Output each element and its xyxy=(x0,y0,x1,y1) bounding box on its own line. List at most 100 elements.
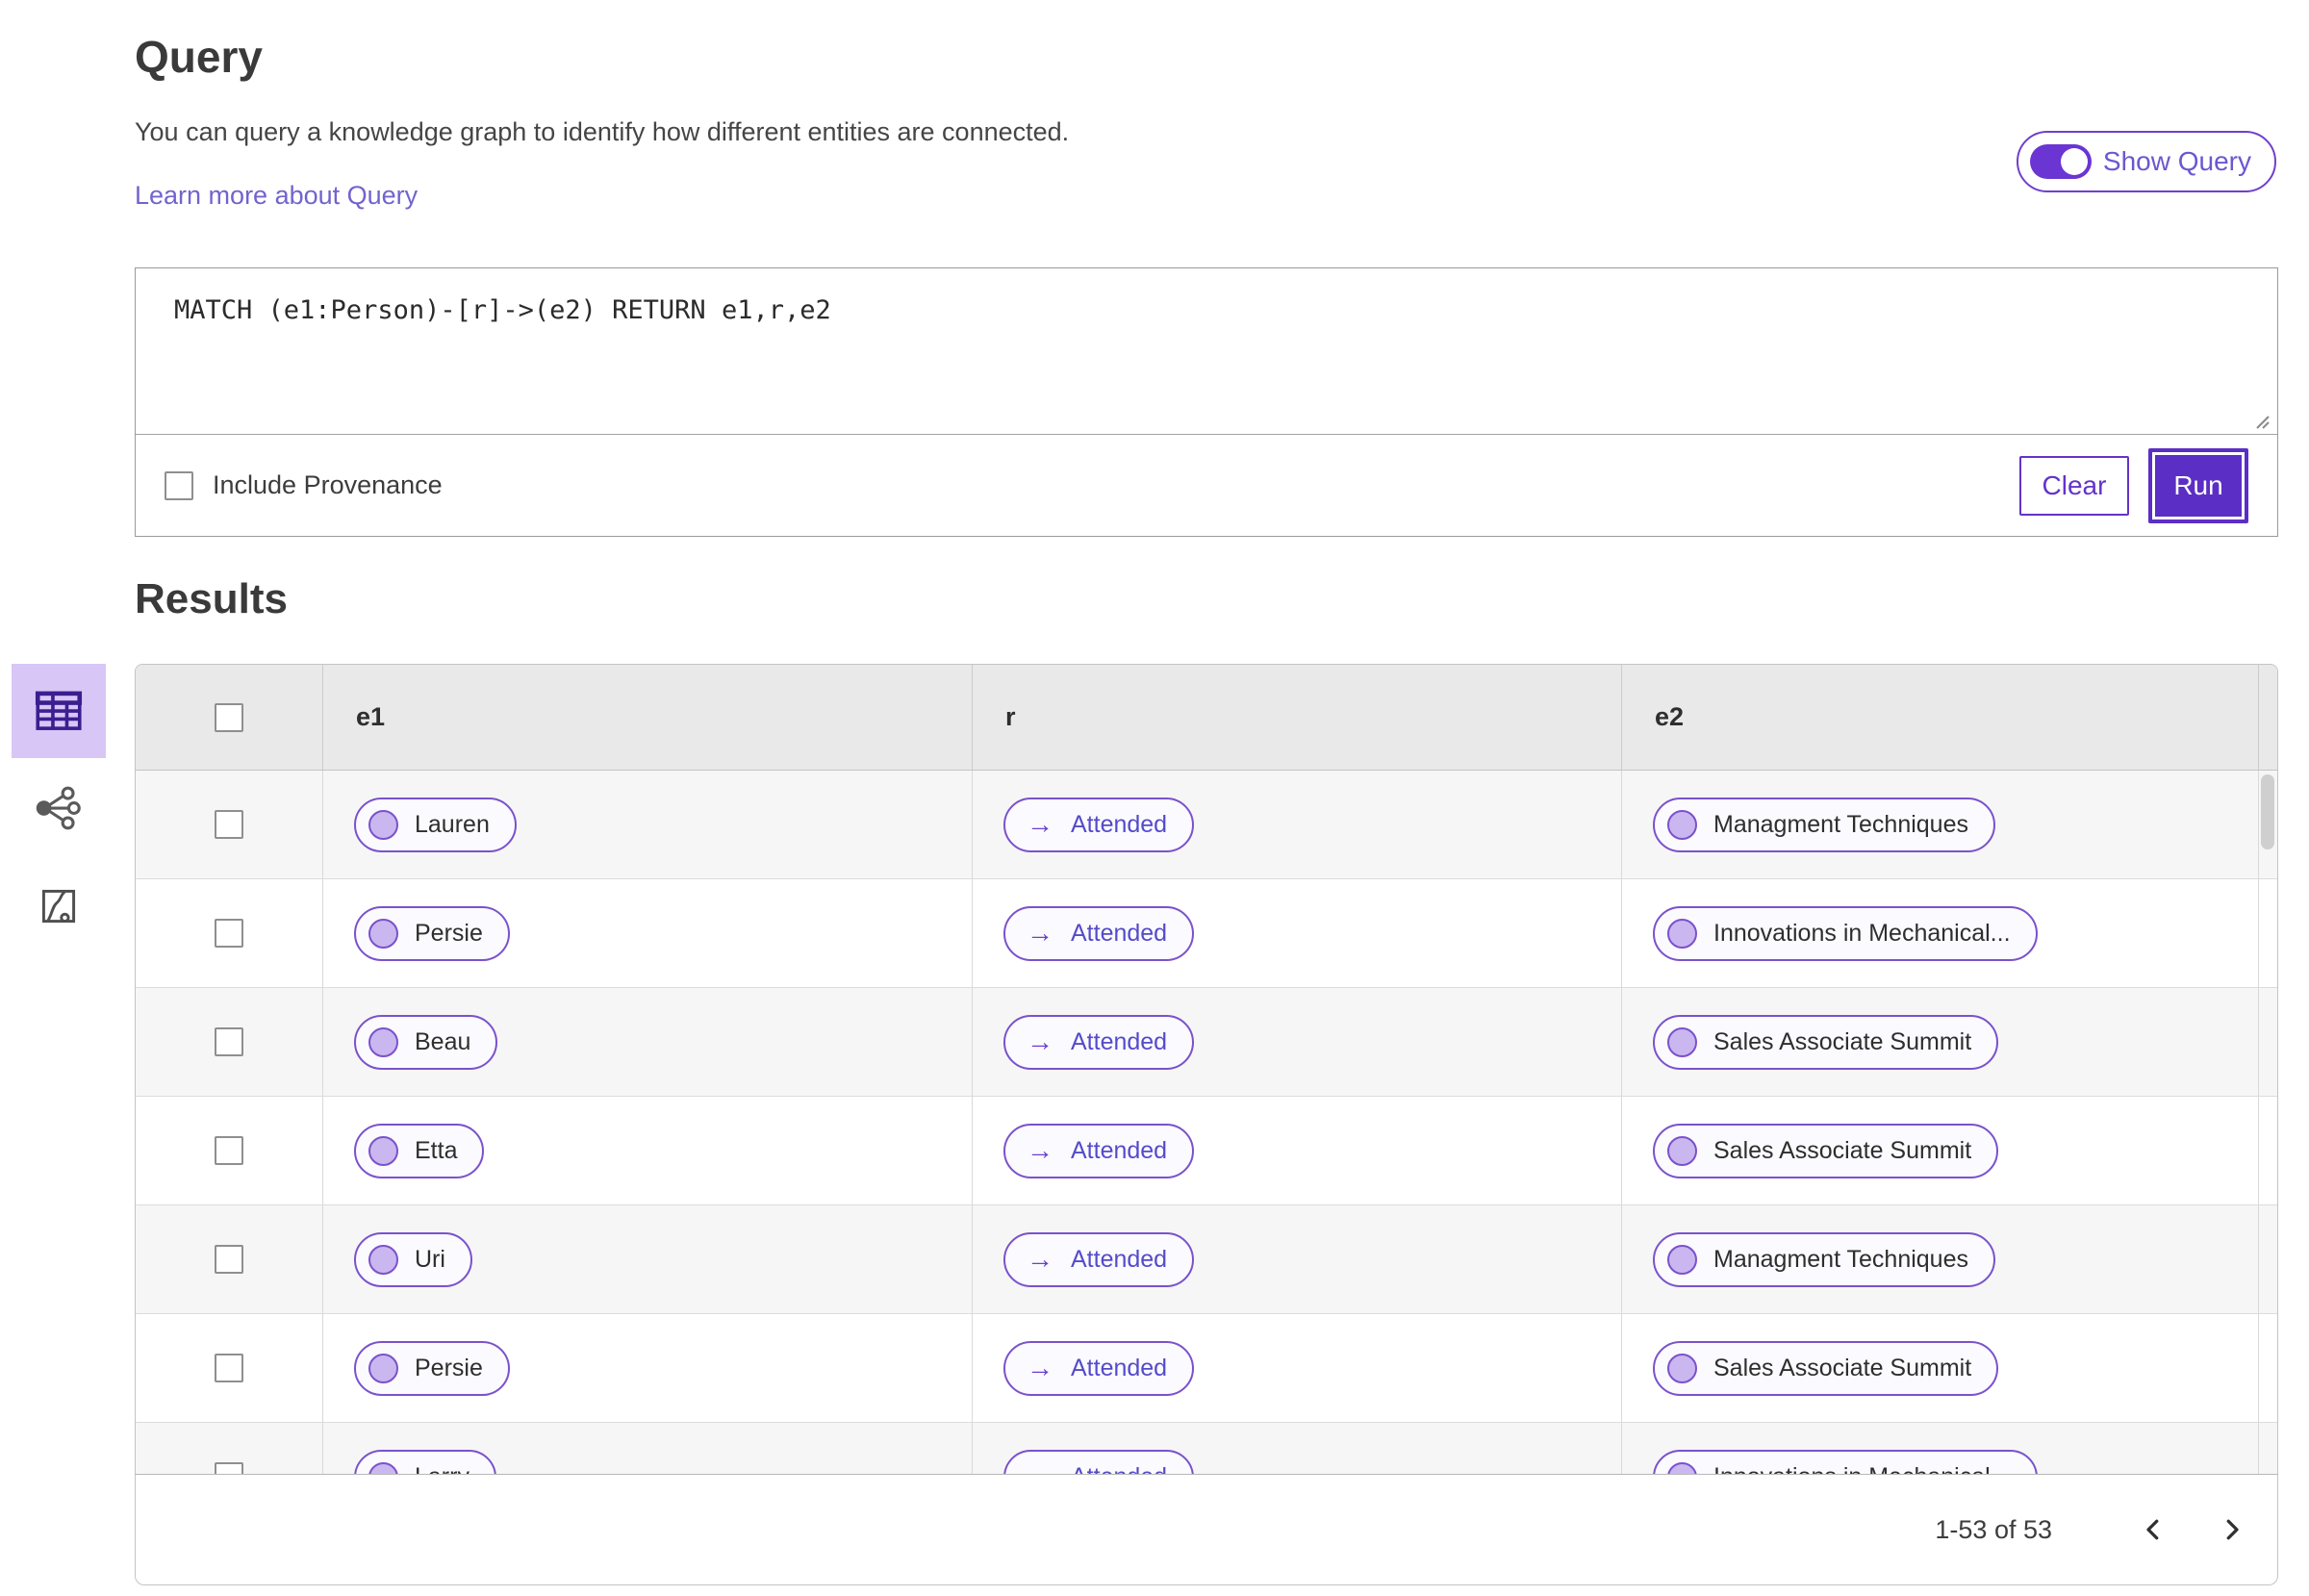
learn-more-link[interactable]: Learn more about Query xyxy=(135,181,419,210)
entity-node-icon xyxy=(1667,1353,1697,1383)
results-view-rail xyxy=(12,664,106,929)
vertical-scrollbar-thumb[interactable] xyxy=(2261,774,2274,849)
e2-entity-pill[interactable]: Innovations in Mechanical... xyxy=(1653,1449,2038,1475)
graph-view-button[interactable] xyxy=(30,783,88,833)
table-row: Persie → Attended Sales Associate Summit xyxy=(136,1314,2277,1423)
chart-view-icon xyxy=(41,889,76,924)
relation-pill[interactable]: → Attended xyxy=(1003,1449,1195,1475)
table-header-row: e1 r e2 xyxy=(136,665,2277,771)
relation-arrow-icon: → xyxy=(1027,809,1053,839)
e2-entity-label: Sales Associate Summit xyxy=(1713,1136,1972,1164)
toggle-on-icon[interactable] xyxy=(2029,144,2092,179)
table-row: Persie → Attended Innovations in Mechani… xyxy=(136,879,2277,988)
query-description: You can query a knowledge graph to ident… xyxy=(135,117,1070,146)
chart-view-button[interactable] xyxy=(34,883,84,929)
e2-entity-label: Sales Associate Summit xyxy=(1713,1027,1972,1055)
relation-label: Attended xyxy=(1071,1354,1168,1381)
e1-entity-pill[interactable]: Persie xyxy=(354,905,510,961)
clear-button[interactable]: Clear xyxy=(2019,455,2129,516)
relation-label: Attended xyxy=(1071,1245,1168,1273)
e2-entity-label: Innovations in Mechanical... xyxy=(1713,1463,2011,1475)
table-row: Lauren → Attended Managment Techniques xyxy=(136,771,2277,879)
e1-entity-pill[interactable]: Larry xyxy=(354,1449,496,1475)
entity-node-icon xyxy=(368,1244,398,1275)
e1-entity-label: Lauren xyxy=(415,810,490,838)
results-table: e1 r e2 Lauren → Attended Managment Tech… xyxy=(135,664,2278,1474)
entity-node-icon xyxy=(368,809,398,840)
page-title: Query xyxy=(135,32,263,82)
e1-entity-pill[interactable]: Uri xyxy=(354,1231,472,1287)
column-header-r: r xyxy=(1005,702,1016,731)
e1-entity-label: Uri xyxy=(415,1245,445,1273)
table-row: Larry → Attended Innovations in Mechanic… xyxy=(136,1423,2277,1474)
relation-pill[interactable]: → Attended xyxy=(1003,797,1195,852)
e2-entity-pill[interactable]: Managment Techniques xyxy=(1653,797,1995,852)
table-view-button[interactable] xyxy=(12,664,106,758)
entity-node-icon xyxy=(1667,1461,1697,1474)
entity-node-icon xyxy=(368,1026,398,1057)
select-all-checkbox[interactable] xyxy=(215,702,243,732)
entity-node-icon xyxy=(1667,918,1697,949)
entity-node-icon xyxy=(368,1461,398,1474)
row-checkbox[interactable] xyxy=(215,1354,243,1382)
show-query-label: Show Query xyxy=(2102,146,2251,176)
relation-pill[interactable]: → Attended xyxy=(1003,1340,1195,1396)
e2-entity-label: Managment Techniques xyxy=(1713,810,1968,838)
e1-entity-label: Beau xyxy=(415,1027,471,1055)
row-checkbox[interactable] xyxy=(215,919,243,948)
row-checkbox[interactable] xyxy=(215,1136,243,1165)
include-provenance-label: Include Provenance xyxy=(213,470,443,499)
entity-node-icon xyxy=(1667,1135,1697,1166)
table-row: Uri → Attended Managment Techniques xyxy=(136,1205,2277,1314)
relation-arrow-icon: → xyxy=(1027,1244,1053,1274)
entity-node-icon xyxy=(368,1135,398,1166)
column-header-e1: e1 xyxy=(356,702,386,731)
e2-entity-pill[interactable]: Sales Associate Summit xyxy=(1653,1340,1999,1396)
run-button[interactable]: Run xyxy=(2155,454,2242,517)
e1-entity-pill[interactable]: Persie xyxy=(354,1340,510,1396)
e2-entity-pill[interactable]: Sales Associate Summit xyxy=(1653,1014,1999,1070)
show-query-toggle[interactable]: Show Query xyxy=(2016,131,2276,192)
row-checkbox[interactable] xyxy=(215,810,243,839)
entity-node-icon xyxy=(1667,1026,1697,1057)
next-page-button[interactable] xyxy=(2210,1507,2254,1552)
relation-arrow-icon: → xyxy=(1027,1353,1053,1382)
e1-entity-label: Persie xyxy=(415,919,483,947)
include-provenance-checkbox[interactable] xyxy=(165,470,193,500)
relation-arrow-icon: → xyxy=(1027,918,1053,948)
page-range-label: 1-53 of 53 xyxy=(1935,1514,2052,1544)
row-checkbox[interactable] xyxy=(215,1245,243,1274)
e1-entity-pill[interactable]: Etta xyxy=(354,1123,485,1178)
table-row: Etta → Attended Sales Associate Summit xyxy=(136,1097,2277,1205)
relation-label: Attended xyxy=(1071,810,1168,838)
e2-entity-pill[interactable]: Innovations in Mechanical... xyxy=(1653,905,2038,961)
chevron-right-icon xyxy=(2226,1519,2239,1540)
column-header-e2: e2 xyxy=(1655,702,1685,731)
query-panel-footer: Include Provenance Clear Run xyxy=(136,434,2277,536)
relation-pill[interactable]: → Attended xyxy=(1003,1014,1195,1070)
e2-entity-label: Sales Associate Summit xyxy=(1713,1354,1972,1381)
toggle-knob xyxy=(2060,148,2088,175)
chevron-left-icon xyxy=(2146,1519,2159,1540)
resize-grip-icon[interactable] xyxy=(2249,409,2272,432)
table-pagination-footer: 1-53 of 53 xyxy=(135,1474,2278,1585)
e2-entity-pill[interactable]: Sales Associate Summit xyxy=(1653,1123,1999,1178)
results-title: Results xyxy=(135,575,288,622)
e1-entity-pill[interactable]: Beau xyxy=(354,1014,498,1070)
relation-arrow-icon: → xyxy=(1027,1026,1053,1056)
previous-page-button[interactable] xyxy=(2131,1507,2175,1552)
e1-entity-label: Larry xyxy=(415,1463,469,1475)
e1-entity-pill[interactable]: Lauren xyxy=(354,797,517,852)
row-checkbox[interactable] xyxy=(215,1462,243,1474)
relation-pill[interactable]: → Attended xyxy=(1003,905,1195,961)
query-input[interactable]: MATCH (e1:Person)-[r]->(e2) RETURN e1,r,… xyxy=(174,295,831,325)
relation-pill[interactable]: → Attended xyxy=(1003,1123,1195,1178)
entity-node-icon xyxy=(368,1353,398,1383)
row-checkbox[interactable] xyxy=(215,1027,243,1056)
run-button-focus-ring[interactable]: Run xyxy=(2148,447,2248,523)
e1-entity-label: Persie xyxy=(415,1354,483,1381)
relation-pill[interactable]: → Attended xyxy=(1003,1231,1195,1287)
relation-label: Attended xyxy=(1071,1463,1167,1475)
e2-entity-pill[interactable]: Managment Techniques xyxy=(1653,1231,1995,1287)
entity-node-icon xyxy=(1667,809,1697,840)
